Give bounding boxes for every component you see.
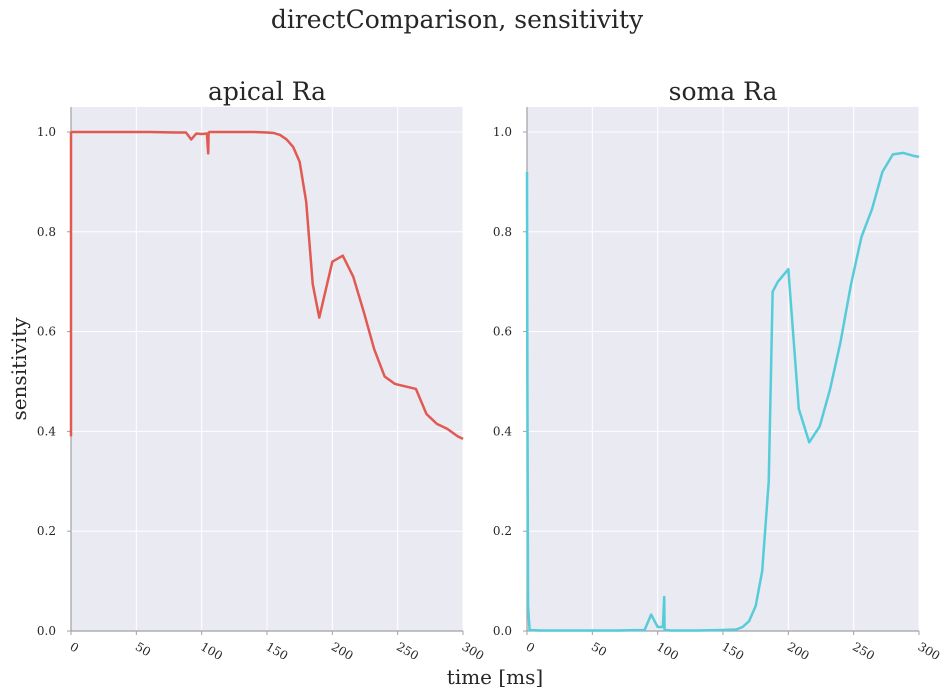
ytick-label-apical: 1.0 [37, 125, 56, 139]
ytick-label-apical: 0.8 [37, 225, 56, 239]
xtick-label-soma: 100 [654, 639, 681, 663]
ytick-label-soma: 0.0 [493, 624, 512, 638]
xtick-label-soma: 300 [916, 639, 940, 663]
ytick-label-soma: 0.6 [493, 325, 512, 339]
xlabel: time [ms] [447, 665, 543, 689]
xticklabels-soma: 0 50 100 150 200 250 300 [524, 631, 940, 663]
panel-apical-ra: 0.0 0.2 0.4 0.6 0.8 1.0 0 50 100 150 200 250 300 ap… [37, 77, 486, 663]
xtick-label-soma: 0 [524, 639, 538, 655]
ytick-label-apical: 0.4 [37, 424, 56, 438]
xtick-label-apical: 50 [133, 639, 153, 659]
yticklabels-soma: 0.0 0.2 0.4 0.6 0.8 1.0 [493, 125, 527, 638]
xtick-label-apical: 100 [198, 639, 225, 663]
panel-title-soma: soma Ra [669, 77, 778, 106]
xtick-label-soma: 150 [720, 639, 747, 663]
xtick-label-apical: 0 [68, 639, 82, 655]
ylabel: sensitivity [7, 317, 31, 421]
ytick-label-soma: 0.2 [493, 524, 512, 538]
grid-soma [526, 107, 920, 632]
xtick-label-soma: 50 [589, 639, 609, 659]
ytick-label-apical: 0.2 [37, 524, 56, 538]
yticklabels-apical: 0.0 0.2 0.4 0.6 0.8 1.0 [37, 125, 71, 638]
ytick-label-apical: 0.6 [37, 325, 56, 339]
xtick-label-apical: 200 [329, 639, 356, 663]
ytick-label-apical: 0.0 [37, 624, 56, 638]
xticklabels-apical: 0 50 100 150 200 250 300 [68, 631, 487, 663]
ytick-label-soma: 0.8 [493, 225, 512, 239]
suptitle: directComparison, sensitivity [271, 5, 644, 34]
ytick-label-soma: 1.0 [493, 125, 512, 139]
panel-title-apical: apical Ra [208, 77, 326, 106]
xtick-label-soma: 200 [785, 639, 812, 663]
series-line-soma [525, 151, 920, 632]
panel-soma-ra: 0.0 0.2 0.4 0.6 0.8 1.0 0 50 100 150 200 250 300 so… [493, 77, 940, 663]
xtick-label-apical: 250 [394, 639, 421, 663]
xtick-label-apical: 150 [264, 639, 291, 663]
series-line-apical [69, 130, 464, 440]
xtick-label-apical: 300 [460, 639, 487, 663]
xtick-label-soma: 250 [850, 639, 877, 663]
ytick-label-soma: 0.4 [493, 424, 512, 438]
